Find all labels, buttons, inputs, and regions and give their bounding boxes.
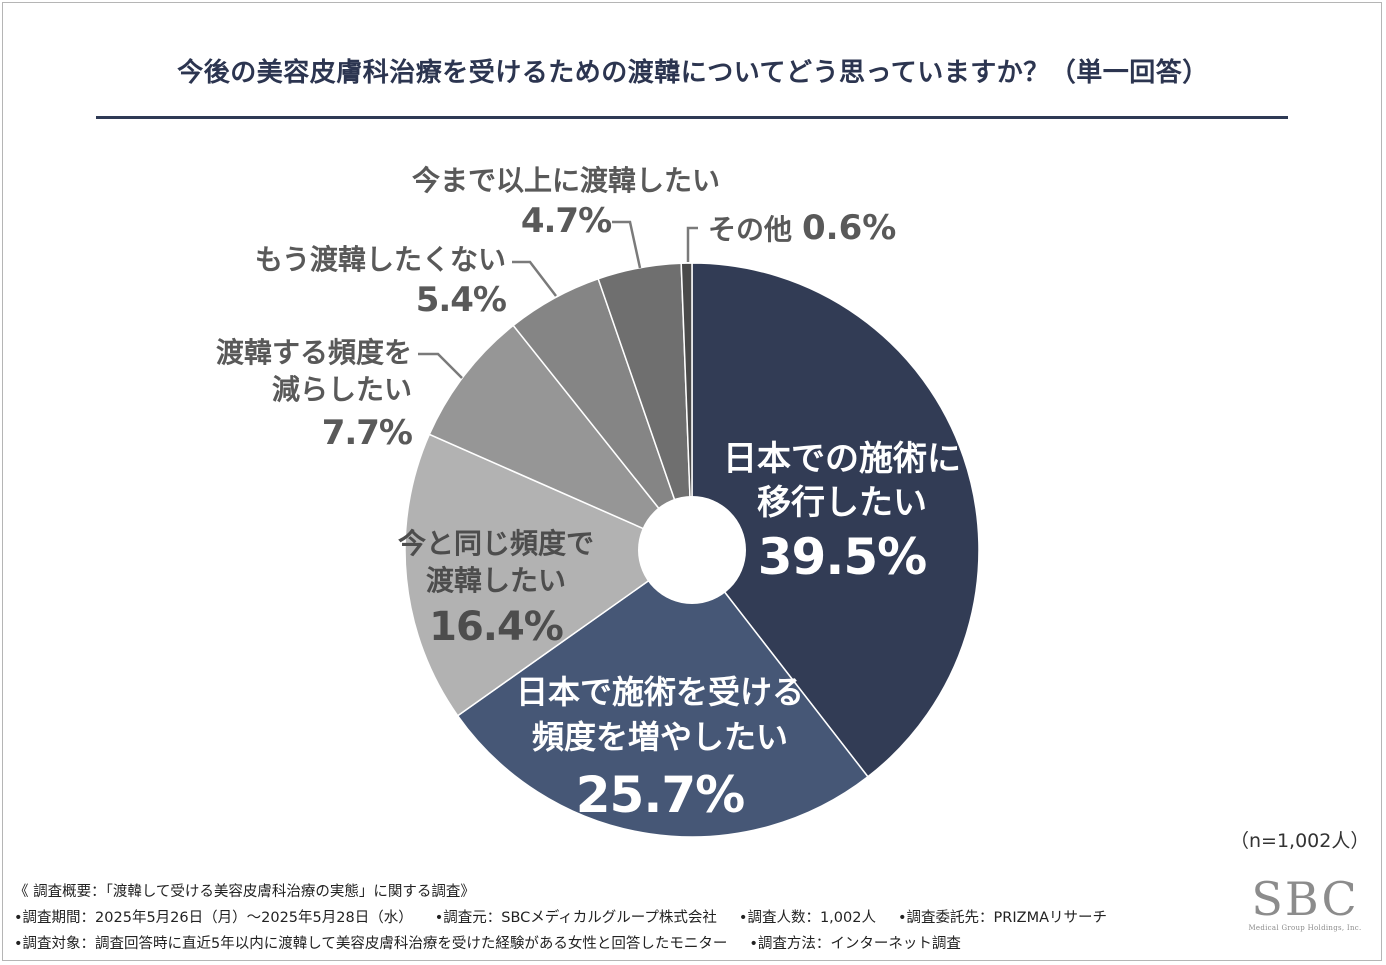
survey-details-line-2: •調査対象：調査回答時に直近5年以内に渡韓して美容皮膚科治療を受けた経験がある女… bbox=[14, 932, 961, 953]
survey-period: •調査期間：2025年5月26日（月）～2025年5月28日（水） bbox=[14, 910, 413, 926]
pie-slice-1 bbox=[691, 262, 980, 778]
slice-label-4-line-2: 減らしたい bbox=[272, 373, 412, 406]
leader-line-5 bbox=[512, 260, 557, 297]
slice-value-label: 0.6% bbox=[802, 208, 896, 248]
survey-source: •調査元：SBCメディカルグループ株式会社 bbox=[434, 910, 717, 926]
slice-value-label-3: 16.4% bbox=[429, 604, 563, 650]
slice-value-label-5: 5.4% bbox=[416, 280, 506, 320]
pie-slice-2 bbox=[456, 548, 869, 838]
sbc-logo: SBC Medical Group Holdings, Inc. bbox=[1240, 876, 1370, 932]
survey-method: •調査方法：インターネット調査 bbox=[749, 936, 961, 952]
logo-subtitle: Medical Group Holdings, Inc. bbox=[1248, 924, 1362, 932]
pie-slice-3 bbox=[404, 433, 694, 717]
survey-contractor: •調査委託先：PRIZMAリサーチ bbox=[897, 910, 1107, 926]
slice-label-2-line-1: 日本で施術を受ける bbox=[516, 673, 804, 711]
slice-label-1-line-1: 日本での施術に bbox=[723, 439, 961, 479]
slice-label-3-line-2: 渡韓したい bbox=[426, 564, 566, 597]
survey-count: •調査人数：1,002人 bbox=[738, 910, 876, 926]
slice-value-label-6: 4.7% bbox=[521, 201, 611, 241]
slice-label-1-line-2: 移行したい bbox=[757, 483, 927, 523]
slice-value-label-2: 25.7% bbox=[576, 766, 744, 824]
chart-title: 今後の美容皮膚科治療を受けるための渡韓についてどう思っていますか？（単一回答） bbox=[177, 58, 1209, 88]
donut-hole bbox=[638, 496, 746, 604]
survey-target: •調査対象：調査回答時に直近5年以内に渡韓して美容皮膚科治療を受けた経験がある女… bbox=[14, 936, 728, 952]
leader-line-6 bbox=[612, 220, 642, 269]
slice-value-label-1: 39.5% bbox=[758, 528, 926, 586]
slice-label-7: その他 0.6% bbox=[708, 208, 896, 248]
leader-line-7 bbox=[686, 226, 698, 262]
slice-label-2-line-2: 頻度を増やしたい bbox=[532, 718, 788, 756]
slice-label-5-line-1: もう渡韓したくない bbox=[255, 243, 506, 276]
slice-label-group-7: その他 0.6% bbox=[686, 208, 896, 262]
title-underline bbox=[96, 116, 1288, 119]
leader-line-4 bbox=[418, 352, 463, 379]
survey-overview-heading: 《 調査概要：「渡韓して受ける美容皮膚科治療の実態」に関する調査》 bbox=[14, 884, 475, 900]
slice-value-label-4: 7.7% bbox=[322, 413, 412, 453]
slice-label-4-line-1: 渡韓する頻度を bbox=[216, 336, 412, 369]
slice-label-6-line-1: 今まで以上に渡韓したい bbox=[412, 164, 720, 197]
slice-label-group-5: もう渡韓したくない 5.4% bbox=[255, 243, 557, 320]
pie-slice-7 bbox=[680, 262, 693, 551]
logo-wordmark: SBC bbox=[1251, 872, 1359, 926]
survey-details-line-1: •調査期間：2025年5月26日（月）～2025年5月28日（水） •調査元：SB… bbox=[14, 906, 1107, 927]
slice-label-group-6: 今まで以上に渡韓したい 4.7% bbox=[412, 164, 720, 269]
sample-size-note: （n=1,002人） bbox=[1230, 830, 1370, 852]
pie-slice-4 bbox=[428, 324, 693, 551]
slice-label-text: その他 bbox=[708, 213, 792, 246]
slice-label-3-line-1: 今と同じ頻度で bbox=[398, 527, 594, 560]
